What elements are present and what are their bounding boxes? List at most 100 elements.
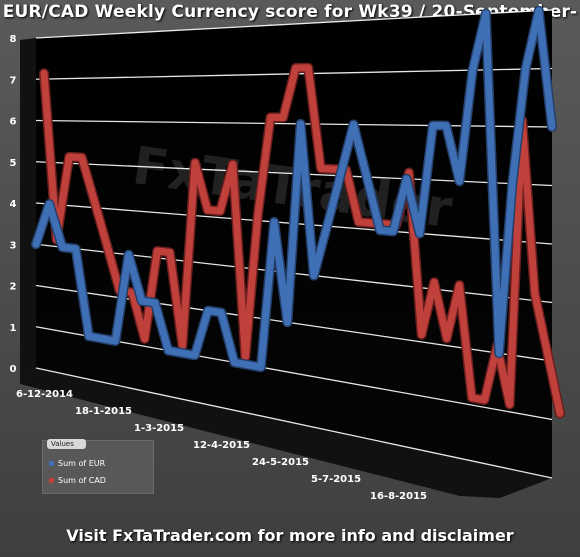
y-tick-label: 7 <box>10 75 17 86</box>
data-point <box>282 116 284 119</box>
footer-text: Visit FxTaTrader.com for more info and d… <box>66 526 514 545</box>
data-point <box>534 293 536 295</box>
data-point <box>114 340 116 342</box>
data-point <box>445 125 447 127</box>
data-point <box>101 338 103 340</box>
data-point <box>169 251 171 254</box>
legend-item-eur: Sum of EUR <box>49 459 105 468</box>
data-point <box>370 222 372 224</box>
data-point <box>154 302 156 304</box>
legend-swatch-eur <box>49 461 54 466</box>
data-point <box>307 67 309 69</box>
series-layer <box>31 5 565 419</box>
x-tick-label: 24-5-2015 <box>252 457 309 468</box>
data-point <box>559 412 561 415</box>
data-point <box>458 284 460 286</box>
series-line <box>32 7 556 371</box>
data-point <box>194 162 196 164</box>
data-point <box>511 183 513 185</box>
data-point <box>509 403 511 406</box>
data-point <box>93 200 95 202</box>
x-tick-label: 5-7-2015 <box>311 474 361 485</box>
data-point <box>75 248 77 250</box>
data-point <box>538 10 540 12</box>
data-point <box>141 300 143 302</box>
data-point <box>471 397 473 399</box>
y-tick-label: 4 <box>10 199 17 210</box>
y-tick-label: 2 <box>10 282 17 293</box>
data-point <box>81 156 83 159</box>
data-point <box>498 352 500 354</box>
data-point <box>257 213 259 215</box>
data-point <box>313 275 315 277</box>
data-point <box>43 72 45 74</box>
data-point <box>244 356 246 358</box>
data-point <box>300 123 302 125</box>
data-point <box>405 178 408 180</box>
data-point <box>458 180 460 182</box>
data-point <box>247 364 249 366</box>
data-point <box>68 156 70 158</box>
data-point <box>128 254 130 256</box>
data-point <box>326 225 328 227</box>
y-tick-label: 1 <box>10 323 17 334</box>
data-point <box>320 167 322 170</box>
x-tick-label: 12-4-2015 <box>193 440 250 451</box>
data-point <box>446 337 448 340</box>
data-point <box>232 163 234 166</box>
data-point <box>131 291 133 293</box>
y-tick-label: 5 <box>10 158 17 169</box>
data-point <box>408 171 410 174</box>
data-point <box>181 345 184 347</box>
data-point <box>233 361 236 364</box>
data-point <box>379 229 381 231</box>
data-point <box>483 399 486 401</box>
data-point <box>332 168 335 170</box>
legend-label-eur: Sum of EUR <box>58 459 106 468</box>
data-point <box>419 232 421 235</box>
legend-label-cad: Sum of CAD <box>58 476 106 485</box>
data-point <box>220 312 222 314</box>
data-point <box>260 366 262 368</box>
x-tick-label: 1-3-2015 <box>134 423 184 434</box>
data-point <box>207 310 209 312</box>
y-tick-label: 6 <box>10 117 17 128</box>
data-point <box>286 321 288 323</box>
y-axis-ticks: 0 1 2 3 4 5 6 7 8 <box>10 34 17 375</box>
data-point <box>106 244 108 246</box>
data-point <box>144 338 146 340</box>
legend-swatch-cad <box>49 478 54 483</box>
data-point <box>295 67 297 69</box>
series-line <box>40 64 564 417</box>
data-point <box>194 354 196 356</box>
data-point <box>546 352 549 354</box>
legend-title: Values <box>47 439 86 449</box>
data-point <box>472 69 474 71</box>
data-point <box>48 203 50 205</box>
data-point <box>180 352 183 354</box>
data-point <box>156 250 158 252</box>
data-point <box>88 335 90 337</box>
data-point <box>433 281 435 283</box>
data-point <box>61 246 64 248</box>
data-point <box>366 176 368 178</box>
gridline <box>35 326 553 421</box>
data-point <box>167 349 169 352</box>
data-point <box>485 12 487 15</box>
data-point <box>269 116 272 118</box>
data-point <box>207 209 209 211</box>
side-wall <box>20 38 36 384</box>
data-point <box>392 230 394 232</box>
data-point <box>273 221 275 223</box>
data-point <box>219 210 221 212</box>
data-point <box>358 221 360 223</box>
legend-item-cad: Sum of CAD <box>49 476 106 485</box>
data-point <box>352 123 355 126</box>
y-tick-label: 8 <box>10 34 17 45</box>
data-point <box>524 68 527 70</box>
x-tick-label: 18-1-2015 <box>75 406 132 417</box>
x-tick-label: 6-12-2014 <box>16 389 73 400</box>
